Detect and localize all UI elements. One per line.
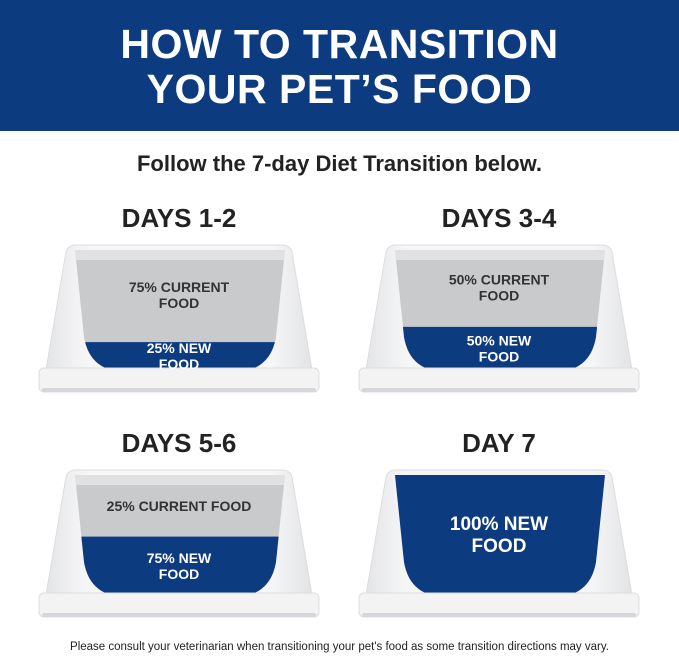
footer-disclaimer: Please consult your veterinarian when tr…: [70, 641, 609, 653]
header-banner: HOW TO TRANSITION YOUR PET’S FOOD: [0, 0, 679, 131]
step-4-day-label: DAY 7: [462, 428, 536, 458]
current-food-label: 50% CURRENT FOOD: [449, 271, 550, 303]
title-line-2: YOUR PET’S FOOD: [146, 66, 533, 112]
step-1-day-label: DAYS 1-2: [121, 203, 237, 233]
new-food-label: 25% NEW FOOD: [147, 340, 212, 372]
new-food-fill: [395, 475, 605, 597]
step-3-day-label: DAYS 5-6: [121, 428, 237, 458]
current-food-label: 75% CURRENT FOOD: [129, 279, 230, 311]
new-food-label: 75% NEW FOOD: [147, 550, 212, 582]
step-3-bowl: 25% CURRENT FOOD 75% NEW FOOD: [38, 467, 320, 619]
new-food-label: 100% NEW FOOD: [450, 514, 548, 557]
step-4-bowl: 100% NEW FOOD: [358, 467, 640, 619]
new-food-fill: [75, 342, 285, 372]
new-food-fill: [395, 326, 605, 372]
title-line-1: HOW TO TRANSITION: [120, 21, 559, 67]
step-1-bowl: 75% CURRENT FOOD 25% NEW FOOD: [38, 242, 320, 394]
subtitle: Follow the 7-day Diet Transition below.: [136, 151, 542, 176]
step-2-bowl: 50% CURRENT FOOD 50% NEW FOOD: [358, 242, 640, 394]
current-food-label: 25% CURRENT FOOD: [107, 498, 252, 514]
new-food-label: 50% NEW FOOD: [467, 332, 532, 364]
new-food-fill: [75, 536, 285, 597]
step-2-day-label: DAYS 3-4: [441, 203, 557, 233]
